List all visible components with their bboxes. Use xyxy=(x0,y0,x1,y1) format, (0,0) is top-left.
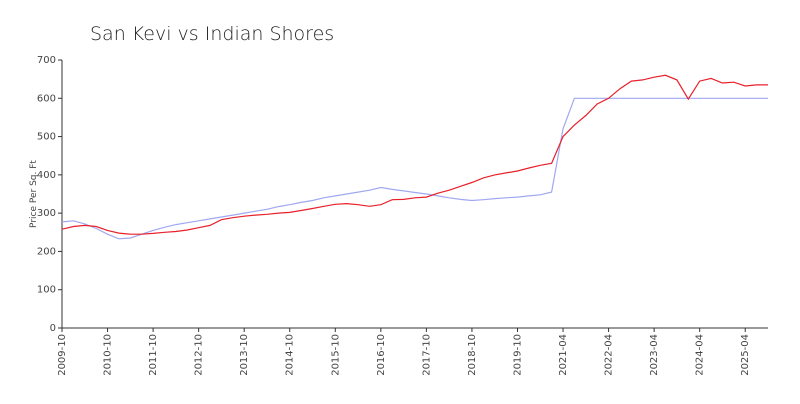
x-tick-label: 2024-04 xyxy=(695,334,706,376)
y-tick-label: 500 xyxy=(37,132,56,143)
x-tick-label: 2023-04 xyxy=(649,334,660,376)
x-tick-label: 2019-10 xyxy=(512,334,523,376)
x-tick-label: 2025-04 xyxy=(740,334,751,376)
x-tick-label: 2009-10 xyxy=(57,334,68,376)
line-series xyxy=(61,97,768,240)
x-tick-label: 2014-10 xyxy=(285,334,296,376)
x-tick-label: 2012-10 xyxy=(194,334,205,376)
y-tick-label: 400 xyxy=(37,170,56,181)
y-tick-label: 0 xyxy=(50,323,56,334)
x-tick-label: 2016-10 xyxy=(376,334,387,376)
x-tick-label: 2022-04 xyxy=(604,334,615,376)
chart-title: San Kevi vs Indian Shores xyxy=(90,23,334,45)
x-tick-label: 2015-10 xyxy=(330,334,341,376)
x-tick-label: 2010-10 xyxy=(103,334,114,376)
y-tick-label: 600 xyxy=(37,93,56,104)
y-tick-label: 300 xyxy=(37,208,56,219)
y-tick-label: 700 xyxy=(37,55,56,66)
x-tick-label: 2017-10 xyxy=(421,334,432,376)
line-series xyxy=(61,74,768,235)
y-tick-label: 200 xyxy=(37,246,56,257)
y-tick-label: 100 xyxy=(37,285,56,296)
y-axis-label: Price Per Sq. Ft xyxy=(29,160,39,228)
x-tick-label: 2018-10 xyxy=(467,334,478,376)
x-tick-label: 2011-10 xyxy=(148,334,159,376)
x-tick-label: 2021-04 xyxy=(558,334,569,376)
x-tick-label: 2013-10 xyxy=(239,334,250,376)
